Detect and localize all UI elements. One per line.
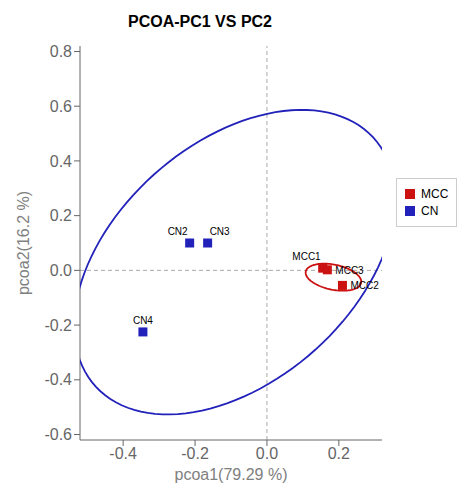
html-text:PCOA-PC1 VS PC2: PCOA-PC1 VS PC2 [128,13,272,30]
svg-text:-0.2: -0.2 [181,445,209,462]
html-text:CN: CN [421,204,439,218]
svg-text:0.2: 0.2 [328,445,350,462]
svg-text:0.6: 0.6 [50,98,72,115]
svg-text:MCC1: MCC1 [292,251,321,262]
svg-text:0.2: 0.2 [50,207,72,224]
svg-text:-0.4: -0.4 [109,445,137,462]
svg-text:0.8: 0.8 [50,43,72,60]
svg-text:MCC3: MCC3 [335,265,364,276]
svg-text:0.4: 0.4 [50,153,72,170]
svg-text:0.0: 0.0 [50,262,72,279]
svg-text:CN4: CN4 [133,315,153,326]
html-text:MCC: MCC [421,187,449,201]
svg-text:-0.2: -0.2 [44,317,72,334]
svg-text:pcoa1(79.29 %): pcoa1(79.29 %) [175,466,288,483]
svg-text:CN3: CN3 [210,226,230,237]
svg-text:pcoa2(16.2 %): pcoa2(16.2 %) [15,191,32,295]
svg-text:-0.4: -0.4 [44,371,72,388]
svg-text:0.0: 0.0 [256,445,278,462]
svg-text:-0.6: -0.6 [44,426,72,443]
svg-text:CN2: CN2 [168,226,188,237]
svg-text:MCC2: MCC2 [350,280,379,291]
